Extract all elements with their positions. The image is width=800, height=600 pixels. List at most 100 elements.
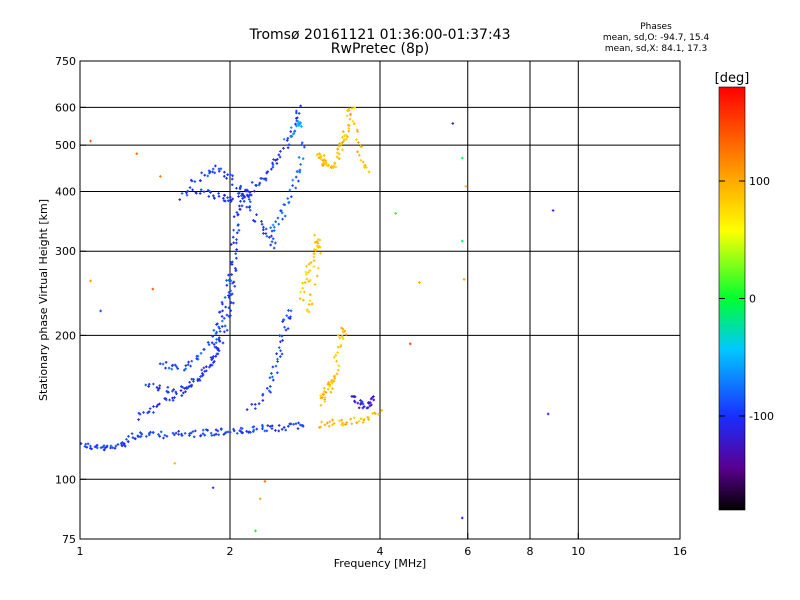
data-point [177, 430, 180, 433]
data-point [331, 418, 334, 422]
data-point [158, 384, 162, 387]
data-point [326, 387, 330, 391]
data-point [179, 389, 183, 392]
y-tick-label: 200 [55, 329, 76, 342]
data-point [332, 379, 336, 383]
data-point [316, 242, 320, 245]
data-point [341, 327, 345, 331]
data-point [271, 237, 275, 240]
data-point [212, 361, 215, 364]
data-point [323, 396, 327, 399]
data-point [283, 203, 287, 207]
data-point [334, 165, 338, 169]
data-point [361, 421, 365, 424]
data-point [274, 159, 277, 162]
data-point [226, 196, 229, 199]
data-point [199, 352, 203, 355]
data-point [210, 363, 214, 367]
data-point [229, 261, 233, 264]
data-point [268, 425, 272, 428]
data-point [236, 223, 240, 226]
data-point [125, 438, 128, 441]
data-point [227, 290, 231, 294]
data-point [182, 368, 186, 372]
y-tick-label: 750 [55, 55, 76, 68]
data-point [226, 199, 230, 202]
data-point [355, 138, 358, 141]
data-point [297, 120, 300, 123]
data-point [133, 437, 137, 440]
data-point [159, 430, 163, 434]
data-point [312, 259, 316, 263]
data-point [99, 446, 103, 450]
data-point [372, 395, 375, 398]
data-point [253, 220, 257, 223]
data-point [180, 432, 183, 436]
data-point [276, 360, 279, 363]
data-point [235, 186, 238, 190]
data-point [270, 427, 274, 430]
data-point [149, 430, 152, 434]
data-point [210, 341, 214, 344]
data-point [229, 195, 232, 199]
data-point [296, 170, 299, 173]
data-point [220, 315, 224, 318]
data-point [223, 170, 226, 174]
data-point [290, 195, 293, 198]
data-point [216, 347, 220, 350]
data-point [338, 142, 342, 145]
data-point [361, 406, 365, 410]
data-point [172, 388, 175, 391]
data-point [240, 427, 244, 430]
data-point [274, 429, 277, 432]
data-point [266, 424, 270, 427]
data-point [319, 394, 322, 397]
data-point [287, 309, 290, 312]
data-point [347, 123, 350, 127]
data-point [345, 421, 348, 424]
y-axis-label: Stationary phase Virtual Height [km] [37, 199, 50, 401]
data-point [231, 197, 234, 201]
data-point [201, 372, 204, 375]
data-point [363, 166, 366, 169]
data-point [226, 173, 229, 176]
data-point [230, 263, 234, 266]
data-point [173, 462, 177, 465]
data-point [191, 430, 195, 433]
data-point [351, 120, 355, 123]
data-point [350, 395, 354, 398]
data-point [200, 368, 204, 372]
data-point [367, 170, 371, 174]
data-point [357, 406, 361, 410]
data-point [138, 412, 142, 416]
data-point [230, 292, 234, 296]
data-point [261, 423, 264, 427]
data-point [313, 252, 316, 255]
data-point [232, 241, 235, 245]
data-point [255, 213, 258, 216]
data-point [135, 152, 139, 155]
data-point [356, 150, 359, 154]
data-point [336, 334, 340, 337]
data-point [178, 198, 182, 201]
data-point [152, 431, 155, 434]
data-point [332, 375, 336, 378]
data-point [326, 382, 330, 386]
data-point [460, 239, 464, 243]
data-point [233, 284, 237, 288]
data-point [262, 177, 266, 181]
data-point [372, 411, 376, 415]
data-point [217, 192, 220, 195]
data-point [225, 177, 228, 180]
data-point [350, 422, 354, 426]
data-point [158, 386, 161, 390]
data-point [329, 380, 333, 384]
data-point [344, 423, 348, 426]
data-point [360, 400, 364, 404]
data-point [249, 200, 252, 204]
data-point [155, 405, 159, 408]
data-point [212, 355, 215, 358]
data-point [340, 326, 343, 330]
data-point [120, 443, 123, 447]
data-point [276, 216, 280, 220]
